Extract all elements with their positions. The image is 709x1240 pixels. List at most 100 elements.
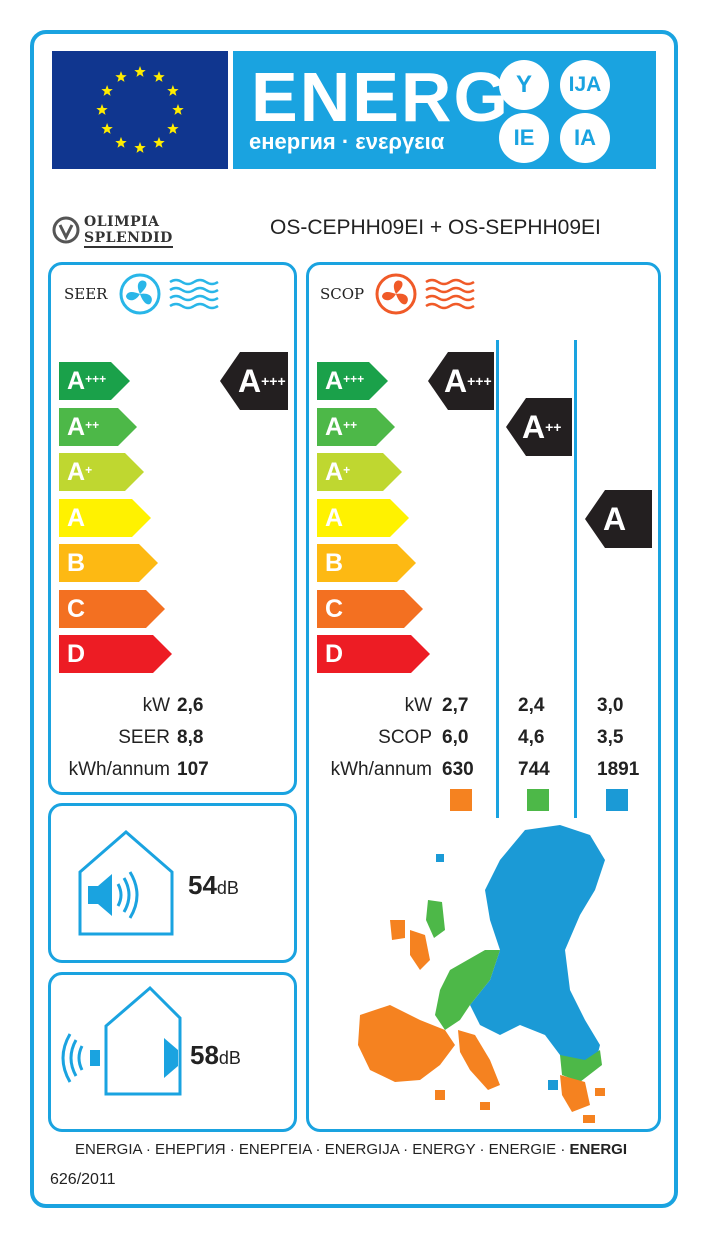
cooling-fan-icon xyxy=(119,273,219,315)
heating-class-label: A xyxy=(325,503,344,532)
eu-star-icon xyxy=(167,85,179,96)
cooling-class-label: A xyxy=(67,503,86,532)
indoor-house-speaker-icon xyxy=(78,830,174,936)
heating-class-arrow: A++ xyxy=(317,407,395,446)
heating-rating-average-plus: +++ xyxy=(467,373,492,389)
outdoor-house-speaker-icon xyxy=(61,985,182,1096)
suffix-y: Y xyxy=(499,60,549,110)
suffix-ie: IE xyxy=(499,113,549,163)
heating-rating-colder-letter: A xyxy=(603,501,627,537)
heating-rating-badge-average: A+++ xyxy=(428,352,494,410)
zone-average-swatch xyxy=(450,789,472,811)
cooling-class-label: C xyxy=(67,594,86,623)
heating-class-arrow: B xyxy=(317,544,416,582)
heating-class-label: A+ xyxy=(325,458,351,486)
cooling-row-kwh-label: kWh/annum xyxy=(68,759,170,780)
cooling-class-arrow: B xyxy=(59,544,158,582)
heating-row-kwh-value-1: 630 xyxy=(442,759,474,780)
heating-row-kwh-value-3: 1891 xyxy=(597,759,640,780)
cooling-class-label: A+ xyxy=(67,458,93,486)
eu-star-icon xyxy=(96,104,108,115)
indoor-noise-unit: dB xyxy=(216,878,239,898)
eu-star-icon xyxy=(172,104,184,115)
eu-star-icon xyxy=(167,123,179,134)
cooling-row-seer-value: 8,8 xyxy=(177,727,204,748)
cooling-rating-badge: A+++ xyxy=(220,352,288,410)
suffix-ija: IJA xyxy=(560,60,610,110)
heating-rating-warmer-letter: A xyxy=(522,409,546,445)
supplier-logo: OLIMPIA SPLENDID xyxy=(52,212,182,248)
cooling-class-label: A++ xyxy=(67,412,100,441)
heating-title: SCOP xyxy=(320,285,365,303)
model-identifier: OS-CEPHH09EI + OS-SEPHH09EI xyxy=(270,216,601,239)
cooling-class-arrow: C xyxy=(59,589,165,628)
cooling-class-arrow: A+++ xyxy=(59,362,130,400)
heating-class-label: A+++ xyxy=(325,367,365,395)
cooling-title: SEER xyxy=(64,285,108,303)
eu-star-icon xyxy=(153,71,165,82)
europe-climate-map xyxy=(358,825,605,1123)
eu-star-icon xyxy=(134,66,146,77)
olimpia-logo-icon xyxy=(52,216,80,244)
zone-warmer-swatch xyxy=(527,789,549,811)
eu-stars-icon xyxy=(96,66,184,153)
heating-row-scop-value-3: 3,5 xyxy=(597,727,624,748)
heating-class-label: C xyxy=(325,594,344,623)
heating-row-scop-value-2: 4,6 xyxy=(518,727,545,748)
colder-zone-area xyxy=(436,825,605,1090)
heating-class-label: A++ xyxy=(325,412,358,441)
heating-row-kw-value-3: 3,0 xyxy=(597,695,624,716)
energy-word: ENERG xyxy=(251,58,510,136)
energy-subtitle: енергия · ενεργεια xyxy=(249,129,445,154)
heating-row-scop-label: SCOP xyxy=(378,727,432,748)
cooling-row-kwh-value: 107 xyxy=(177,759,209,780)
indoor-noise-value: 54dB xyxy=(188,870,239,900)
cooling-class-label: B xyxy=(67,549,86,577)
heating-class-arrow: C xyxy=(317,589,423,628)
heating-class-label: D xyxy=(325,640,344,668)
heating-row-kw-value-1: 2,7 xyxy=(442,695,469,716)
heating-rating-badge-warmer: A++ xyxy=(506,398,572,456)
heating-class-arrow: A+ xyxy=(317,453,402,491)
average-zone-area xyxy=(358,920,605,1123)
eu-star-icon xyxy=(101,85,113,96)
heating-rating-badge-colder: A xyxy=(585,490,652,548)
outdoor-noise-unit: dB xyxy=(218,1048,241,1068)
footer-languages-bold: ENERGI xyxy=(569,1141,628,1158)
heating-column-divider-2 xyxy=(574,340,577,818)
energy-banner: ENERG енергия · ενεργεια Y IJA IE IA xyxy=(233,51,656,169)
eu-star-icon xyxy=(134,142,146,153)
suffix-ia: IA xyxy=(560,113,610,163)
cooling-class-arrow: A xyxy=(59,498,151,537)
cooling-row-kw-label: kW xyxy=(142,695,170,716)
cooling-class-label: A+++ xyxy=(67,367,107,395)
cooling-row-kw-value: 2,6 xyxy=(177,695,204,716)
eu-star-icon xyxy=(153,136,165,148)
heating-row-kwh-value-2: 744 xyxy=(518,759,550,780)
heating-row-kw-value-2: 2,4 xyxy=(518,695,545,716)
heating-fan-icon xyxy=(375,273,475,315)
cooling-class-label: D xyxy=(67,640,86,668)
cooling-class-arrow: A++ xyxy=(59,407,137,446)
heating-class-arrow: A xyxy=(317,498,409,537)
eu-star-icon xyxy=(115,71,127,82)
cooling-rating-letter: A xyxy=(238,363,262,399)
brand-line-2: SPLENDID xyxy=(84,230,173,248)
heating-rating-warmer-plus: ++ xyxy=(545,419,562,435)
eu-flag xyxy=(52,51,228,169)
brand-line-1: OLIMPIA xyxy=(84,214,160,230)
cooling-row-seer-label: SEER xyxy=(118,727,170,748)
heating-column-divider-1 xyxy=(496,340,499,818)
eu-star-icon xyxy=(101,123,113,134)
heating-class-arrow: D xyxy=(317,635,430,673)
footer-languages: ENERGIA · ЕНЕРГИЯ · ΕΝΕΡΓΕΙΑ · ENERGIJA … xyxy=(75,1141,628,1158)
heating-row-kwh-label: kWh/annum xyxy=(330,759,432,780)
cooling-class-arrow: A+ xyxy=(59,453,144,491)
outdoor-noise-value: 58dB xyxy=(190,1040,241,1070)
cooling-class-arrow: D xyxy=(59,635,172,673)
zone-colder-swatch xyxy=(606,789,628,811)
heating-row-scop-value-1: 6,0 xyxy=(442,727,469,748)
heating-class-label: B xyxy=(325,549,344,577)
cooling-rating-plus: +++ xyxy=(261,373,286,389)
eu-star-icon xyxy=(115,136,127,148)
